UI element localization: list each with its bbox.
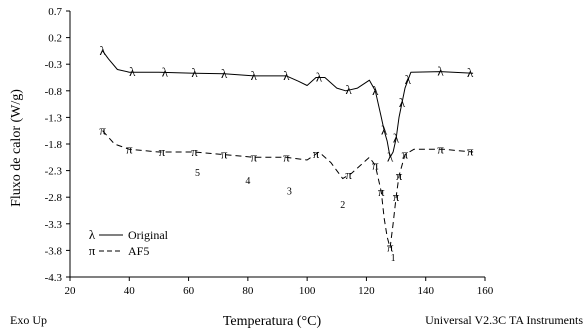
series-marker-af5: π bbox=[402, 147, 409, 162]
legend-label-original: Original bbox=[128, 228, 169, 242]
series-marker-af5: π bbox=[372, 157, 379, 172]
y-axis-ticks: 0.7 0.2 -0.3 -0.8 -1.3 -1.8 -2.3 -2.8 -3.3 -3.8 -4… bbox=[45, 6, 70, 284]
series-line-af5 bbox=[102, 130, 474, 249]
annotation-label: 2 bbox=[340, 200, 345, 211]
series-marker-af5: π bbox=[99, 123, 106, 138]
series-marker-af5: π bbox=[437, 141, 444, 156]
series-marker-af5: π bbox=[159, 144, 166, 159]
series-marker-original: λ bbox=[162, 64, 169, 79]
y-axis-title: Fluxo de calor (W/g) bbox=[9, 89, 24, 207]
series-marker-af5: π bbox=[221, 147, 228, 162]
series-marker-original: λ bbox=[191, 65, 198, 80]
series-marker-af5: π bbox=[191, 144, 198, 159]
series-marker-original: λ bbox=[99, 43, 106, 58]
series-marker-original: λ bbox=[372, 83, 379, 98]
series-marker-original: λ bbox=[283, 68, 290, 83]
y-tick-label: -3.3 bbox=[45, 219, 63, 231]
annotation-label: 5 bbox=[195, 168, 200, 179]
x-axis-title: Temperatura (°C) bbox=[223, 314, 322, 329]
x-tick-label: 40 bbox=[124, 285, 136, 297]
y-tick-label: -2.8 bbox=[45, 192, 63, 204]
series-marker-af5: π bbox=[378, 184, 385, 199]
legend: λ Original π AF5 bbox=[89, 227, 169, 258]
footer-left: Exo Up bbox=[10, 313, 47, 327]
y-tick-label: -0.3 bbox=[45, 59, 63, 71]
x-tick-label: 120 bbox=[358, 285, 375, 297]
y-tick-label: 0.7 bbox=[48, 6, 62, 18]
series-marker-original: λ bbox=[251, 68, 258, 83]
series-marker-original: λ bbox=[405, 72, 412, 87]
y-tick-label: -2.3 bbox=[45, 166, 63, 178]
series-marker-original: λ bbox=[467, 65, 474, 80]
series-marker-original: λ bbox=[437, 64, 444, 79]
series-marker-af5: π bbox=[345, 167, 352, 182]
series-marker-af5: π bbox=[313, 146, 320, 161]
series-marker-original: λ bbox=[387, 149, 394, 164]
legend-label-af5: AF5 bbox=[128, 244, 149, 258]
series-line-original bbox=[102, 50, 474, 158]
legend-marker-af5: π bbox=[89, 243, 96, 258]
series-marker-original: λ bbox=[221, 66, 228, 81]
y-tick-label: -1.3 bbox=[45, 112, 63, 124]
y-tick-label: -4.3 bbox=[45, 272, 63, 284]
annotation-label: 4 bbox=[245, 176, 250, 187]
annotation-label: 1 bbox=[391, 253, 396, 264]
x-tick-label: 20 bbox=[65, 285, 77, 297]
x-axis-ticks: 20 40 60 80 100 120 140 160 bbox=[65, 277, 494, 297]
annotation-layer: 1 2 3 4 5 bbox=[195, 168, 396, 264]
y-tick-label: -3.8 bbox=[45, 245, 63, 257]
series-marker-original: λ bbox=[316, 70, 323, 85]
series-marker-af5: π bbox=[387, 240, 394, 255]
x-tick-label: 140 bbox=[417, 285, 434, 297]
footer-right: Universal V2.3C TA Instruments bbox=[425, 313, 583, 327]
series-marker-af5: π bbox=[393, 189, 400, 204]
series-marker-af5: π bbox=[126, 141, 133, 156]
x-tick-label: 160 bbox=[477, 285, 494, 297]
series-marker-original: λ bbox=[393, 131, 400, 146]
series-marker-original: λ bbox=[381, 123, 388, 138]
x-tick-label: 60 bbox=[183, 285, 195, 297]
annotation-label: 3 bbox=[287, 187, 292, 198]
series-marker-original: λ bbox=[399, 95, 406, 110]
series-marker-af5: π bbox=[467, 144, 474, 159]
y-tick-label: -1.8 bbox=[45, 139, 63, 151]
legend-marker-original: λ bbox=[89, 227, 96, 242]
x-tick-label: 80 bbox=[242, 285, 254, 297]
y-tick-label: 0.2 bbox=[48, 33, 62, 45]
series-marker-af5: π bbox=[396, 168, 403, 183]
series-marker-original: λ bbox=[345, 82, 352, 97]
series-marker-af5: π bbox=[250, 149, 257, 164]
series-marker-af5: π bbox=[283, 149, 290, 164]
series-marker-original: λ bbox=[129, 64, 136, 79]
x-tick-label: 100 bbox=[299, 285, 316, 297]
y-tick-label: -0.8 bbox=[45, 86, 63, 98]
